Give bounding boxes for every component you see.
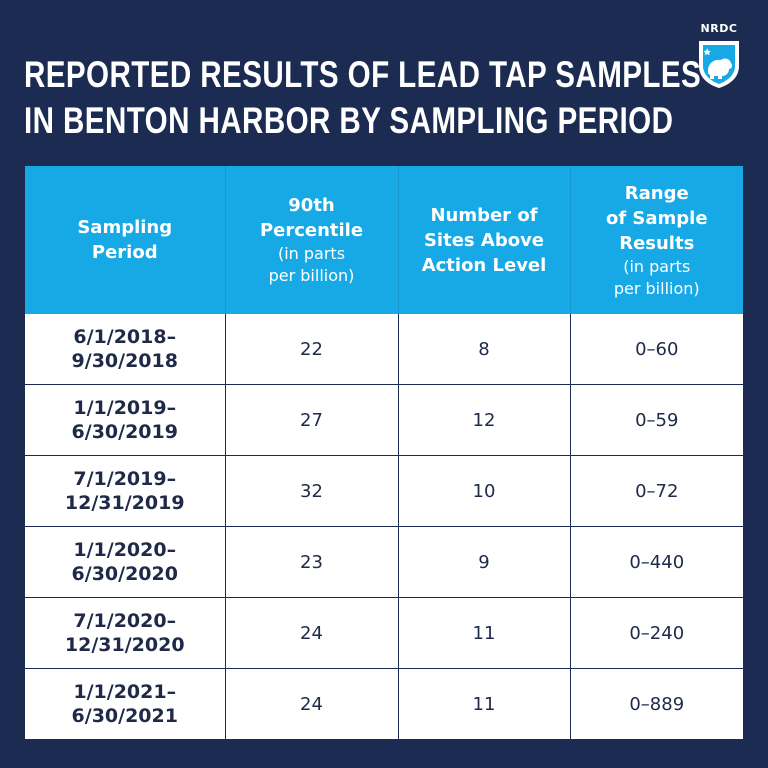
- period-line-1: 1/1/2020–: [73, 539, 177, 561]
- period-line-2: 6/30/2020: [71, 563, 178, 585]
- period-line-2: 9/30/2018: [71, 350, 178, 372]
- cell-sites-above-action-level: 12: [397, 384, 571, 456]
- header-main: Sampling Period: [77, 217, 173, 263]
- period-line-1: 6/1/2018–: [73, 326, 177, 348]
- header-main: 90th Percentile: [259, 195, 364, 241]
- header-sampling-period: Sampling Period: [25, 166, 226, 314]
- header-range-of-sample-results: Range of Sample Results (in parts per billi…: [570, 166, 743, 314]
- cell-sampling-period: 1/1/2020– 6/30/2020: [25, 526, 226, 598]
- table-row: 6/1/2018– 9/30/2018 22 8 0–60: [25, 314, 743, 385]
- polar-bear-shield-icon: [699, 41, 739, 88]
- cell-90th-percentile: 24: [224, 668, 399, 739]
- table-row: 1/1/2021– 6/30/2021 24 11 0–889: [25, 668, 743, 739]
- table-row: 1/1/2020– 6/30/2020 23 9 0–440: [25, 526, 743, 598]
- cell-sites-above-action-level: 8: [397, 314, 571, 385]
- period-line-1: 7/1/2020–: [73, 610, 177, 632]
- cell-range: 0–240: [569, 597, 743, 669]
- cell-90th-percentile: 27: [224, 384, 399, 456]
- header-sub: (in parts per billion): [613, 256, 700, 298]
- period-line-1: 7/1/2019–: [73, 468, 177, 490]
- header-90th-percentile: 90th Percentile (in parts per billion): [225, 166, 399, 314]
- header-main: Range of Sample Results: [605, 182, 708, 254]
- cell-sites-above-action-level: 9: [397, 526, 571, 598]
- cell-range: 0–60: [569, 314, 743, 385]
- cell-range: 0–889: [569, 668, 743, 739]
- period-line-2: 6/30/2019: [71, 421, 178, 443]
- period-line-2: 6/30/2021: [71, 705, 178, 727]
- cell-90th-percentile: 24: [224, 597, 399, 669]
- cell-sites-above-action-level: 11: [397, 668, 571, 739]
- nrdc-logo: NRDC: [694, 22, 744, 92]
- period-line-2: 12/31/2020: [64, 634, 185, 656]
- header-sub: (in parts per billion): [268, 244, 355, 285]
- cell-90th-percentile: 32: [224, 455, 399, 527]
- logo-text: NRDC: [700, 22, 738, 35]
- title-line-2: IN BENTON HARBOR BY SAMPLING PERIOD: [24, 100, 674, 141]
- cell-sites-above-action-level: 10: [397, 455, 571, 527]
- title-line-1: REPORTED RESULTS OF LEAD TAP SAMPLES: [24, 54, 702, 95]
- period-line-1: 1/1/2021–: [73, 681, 177, 703]
- cell-90th-percentile: 22: [224, 314, 399, 385]
- table-row: 7/1/2019– 12/31/2019 32 10 0–72: [25, 455, 743, 527]
- cell-range: 0–72: [569, 455, 743, 527]
- table-body: 6/1/2018– 9/30/2018 22 8 0–60 1/1/2019– 6/30/2…: [25, 314, 743, 739]
- table-header-row: Sampling Period 90th Percentile (in parts p…: [25, 166, 743, 314]
- lead-results-table: Sampling Period 90th Percentile (in parts p…: [25, 166, 743, 739]
- cell-range: 0–440: [569, 526, 743, 598]
- cell-sampling-period: 6/1/2018– 9/30/2018: [25, 314, 226, 385]
- cell-sampling-period: 7/1/2019– 12/31/2019: [25, 455, 226, 527]
- header-sites-above-action-level: Number of Sites Above Action Level: [398, 166, 571, 314]
- page-title: REPORTED RESULTS OF LEAD TAP SAMPLES IN …: [24, 52, 701, 144]
- period-line-1: 1/1/2019–: [73, 397, 177, 419]
- table-row: 1/1/2019– 6/30/2019 27 12 0–59: [25, 384, 743, 456]
- cell-sampling-period: 1/1/2019– 6/30/2019: [25, 384, 226, 456]
- cell-sampling-period: 7/1/2020– 12/31/2020: [25, 597, 226, 669]
- cell-sampling-period: 1/1/2021– 6/30/2021: [25, 668, 226, 739]
- period-line-2: 12/31/2019: [64, 492, 185, 514]
- table-row: 7/1/2020– 12/31/2020 24 11 0–240: [25, 597, 743, 669]
- cell-range: 0–59: [569, 384, 743, 456]
- cell-90th-percentile: 23: [224, 526, 399, 598]
- header-main: Number of Sites Above Action Level: [421, 204, 547, 276]
- cell-sites-above-action-level: 11: [397, 597, 571, 669]
